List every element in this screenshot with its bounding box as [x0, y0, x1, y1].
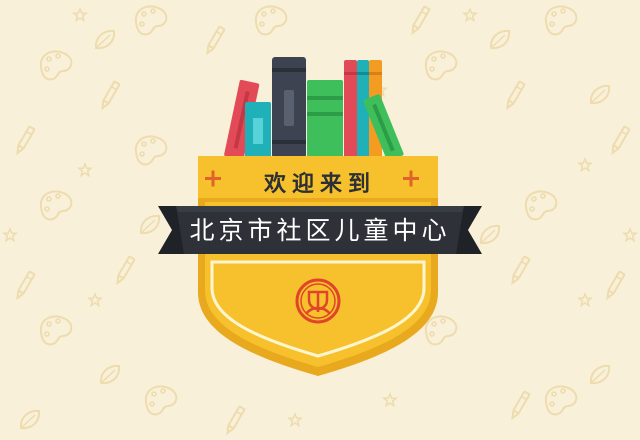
star-icon	[578, 158, 592, 172]
books	[224, 57, 404, 161]
star-icon	[3, 228, 17, 242]
paint-palette-icon	[39, 315, 73, 346]
leaf-icon	[489, 29, 511, 50]
paint-palette-icon	[254, 5, 288, 36]
crayon-icon	[13, 125, 36, 156]
leaf-icon	[589, 364, 611, 385]
paint-palette-icon	[424, 315, 458, 346]
paint-palette-icon	[39, 190, 73, 221]
star-icon	[288, 413, 302, 427]
leaf-icon	[19, 409, 41, 430]
paint-palette-icon	[134, 5, 168, 36]
paint-palette-icon	[544, 5, 578, 36]
star-icon	[578, 293, 592, 307]
leaf-icon	[589, 84, 611, 105]
center-name-title: 北京市社区儿童中心	[189, 216, 451, 245]
paint-palette-icon	[144, 385, 178, 416]
paint-palette-icon	[134, 135, 168, 166]
crayon-icon	[508, 390, 531, 421]
star-icon	[88, 293, 102, 307]
crayon-icon	[98, 80, 121, 111]
paint-palette-icon	[544, 385, 578, 416]
leaf-icon	[94, 29, 116, 50]
book-green	[307, 80, 343, 158]
book-green-leaning	[363, 94, 404, 161]
crayon-icon	[223, 405, 246, 436]
leaf-icon	[479, 224, 501, 245]
crayon-icon	[508, 255, 531, 286]
crayon-icon	[13, 270, 36, 301]
book-teal	[245, 102, 271, 158]
logo-icon	[295, 278, 341, 324]
leaf-icon	[99, 364, 121, 385]
star-icon	[623, 228, 637, 242]
star-icon	[463, 8, 477, 22]
book-teal-tall	[357, 60, 369, 158]
crayon-icon	[603, 270, 626, 301]
paint-palette-icon	[39, 50, 73, 81]
crayon-icon	[503, 80, 526, 111]
star-icon	[73, 8, 87, 22]
book-dark-gray	[272, 57, 306, 158]
paint-palette-icon	[524, 190, 558, 221]
plus-icon	[205, 170, 221, 187]
star-icon	[383, 393, 397, 407]
paint-palette-icon	[424, 50, 458, 81]
star-icon	[78, 163, 92, 177]
book-red-tall	[344, 60, 357, 158]
welcome-heading: 欢迎来到	[263, 172, 376, 197]
crayon-icon	[203, 25, 226, 56]
crayon-icon	[608, 125, 631, 156]
title-ribbon	[158, 206, 482, 254]
plus-icon	[403, 170, 419, 187]
crayon-icon	[408, 5, 431, 36]
crayon-icon	[113, 255, 136, 286]
leaf-icon	[139, 214, 161, 235]
